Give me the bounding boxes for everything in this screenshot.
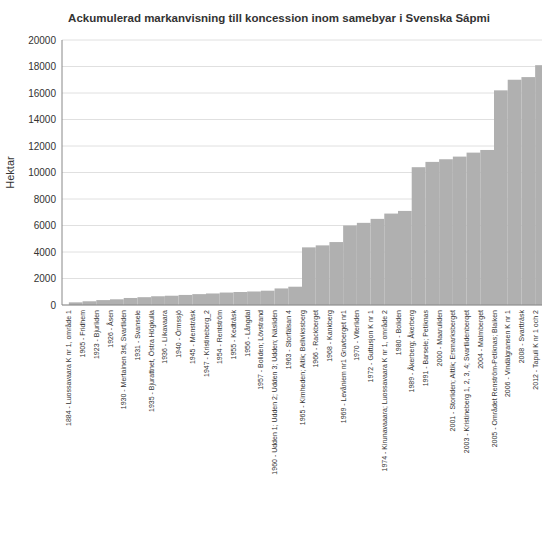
step-area: [96, 300, 110, 305]
y-axis: [62, 40, 63, 305]
step-area: [371, 219, 385, 305]
x-tick-label: 1970 - Viterliden: [353, 310, 360, 361]
x-tick-label: 1930 - Mertainen 3st, Svartliden: [120, 310, 127, 409]
x-tick-label: 2005 - Området Renström-Petiknas; Blaike…: [491, 310, 498, 447]
x-tick-label: 1989 - Åkerberg; Åkerberg: [407, 310, 416, 393]
x-tick-label: 1968 - Kankberg: [326, 310, 334, 362]
step-area: [398, 211, 412, 305]
x-tick-label: 2006 - Vindälgransen K nr 1: [504, 310, 512, 397]
step-area: [179, 295, 193, 305]
y-tick-label: 10000: [28, 167, 56, 178]
y-tick-label: 20000: [28, 35, 56, 46]
y-tick-label: 4000: [34, 247, 57, 258]
grid-line: [62, 119, 542, 120]
x-tick-label: 1940 - Örmssjö: [175, 310, 183, 358]
step-area: [494, 90, 508, 305]
x-tick-label: 1966 - Rackberget: [312, 310, 320, 368]
step-area: [165, 296, 179, 305]
step-area: [535, 65, 542, 305]
x-tick-label: 1956 - Långdal: [244, 310, 252, 357]
step-area: [343, 226, 357, 306]
step-area: [247, 291, 261, 305]
x-tick-label: 1926 - Åsen: [106, 310, 114, 348]
x-tick-label: 1969 - Levåniem nr1 Gruvberget nr1: [340, 310, 348, 423]
step-area: [412, 167, 426, 305]
grid-line: [62, 146, 542, 147]
step-area: [261, 291, 275, 305]
step-area: [480, 150, 494, 305]
chart: 0 2000 4000 6000 8000 10000 12000 14000 16000 180…: [0, 0, 558, 555]
x-tick-label: 1965 - Kimheden; Aitik; Bellvikssberg: [299, 310, 307, 425]
x-tick-label: 2000 - Maaruliden: [436, 310, 443, 367]
y-tick-label: 16000: [28, 88, 56, 99]
x-tick-label: 1954 - Rentström: [216, 310, 223, 364]
step-area: [316, 245, 330, 305]
y-axis-label: Hektar: [4, 156, 16, 189]
y-tick-label: 8000: [34, 194, 57, 205]
step-area: [124, 298, 138, 305]
x-tick-label: 1931 - Svansele: [134, 310, 141, 361]
y-tick-label: 2000: [34, 273, 57, 284]
step-area: [233, 292, 247, 305]
x-tick-label: 1955 - Kedträsk: [230, 310, 237, 360]
grid-line: [62, 40, 542, 41]
step-area: [453, 157, 467, 305]
grid-line: [62, 305, 542, 306]
x-tick-label: 1936 - Liikavaara: [161, 310, 168, 364]
x-tick-label: 2008 - Svartträsk: [518, 310, 525, 364]
x-tick-label: 2012 - Tapuli K nr 1 och 2: [532, 310, 540, 390]
x-tick-label: 1905 - Fridhem: [79, 310, 86, 358]
step-area: [329, 242, 343, 305]
step-area: [467, 153, 481, 305]
x-tick-label: 1972 - Guttusjon K nr 1: [367, 310, 375, 382]
step-area: [220, 293, 234, 305]
x-tick-label: 1963 - Storfälsan 4: [285, 310, 292, 369]
x-tick-label: 1957 - Boliden; Lövstrand: [257, 310, 264, 390]
grid-line: [62, 93, 542, 94]
x-tick-label: 2003 - Kristineberg 1, 2, 3, 4; Svartlid…: [463, 310, 471, 453]
x-tick-label: 1991 - Barsele; Petiknas: [422, 310, 429, 387]
step-area: [206, 293, 220, 305]
x-tick-label: 1980 - Boliden: [395, 310, 402, 355]
step-area: [302, 247, 316, 305]
x-tick-label: 1923 - Bjurliden: [93, 310, 101, 359]
step-area: [192, 294, 206, 305]
grid: [62, 40, 542, 305]
x-tick-label: 1947 - Kristineberg_2: [203, 310, 211, 377]
step-area: [137, 297, 151, 305]
step-area: [508, 80, 522, 305]
y-tick-label: 0: [50, 300, 56, 311]
x-tick-label: 1960 - Udden 1; Udden 2; Udden 3; Udden;…: [271, 310, 278, 475]
step-area: [425, 162, 439, 305]
step-area: [521, 77, 535, 305]
x-tick-label: 1974 - Kirunavaaara; Luossavaara K nr 1,…: [381, 310, 388, 472]
x-tick-label: 2001 - Storliden; Aittik; Ersmarksberget: [449, 310, 457, 431]
y-tick-label: 6000: [34, 220, 57, 231]
y-tick-label: 12000: [28, 141, 56, 152]
y-tick-label: 18000: [28, 61, 56, 72]
grid-line: [62, 66, 542, 67]
step-area: [384, 214, 398, 305]
title: Ackumulerad markanvisning till koncessio…: [68, 12, 490, 24]
y-tick-label: 14000: [28, 114, 56, 125]
step-area: [275, 288, 289, 305]
x-tick-label: 1945 - Mensträsk: [189, 310, 196, 365]
x-axis: [62, 305, 542, 306]
x-tick-label: 1935 - Bjurattnet, Östra Högkulla: [148, 310, 156, 412]
x-tick-label: 1884 - Luossavaara K nr 1, område 1: [65, 310, 72, 426]
plot-area: [69, 65, 542, 305]
x-tick-label: 2004 - Malmberget: [477, 310, 485, 369]
step-area: [83, 301, 97, 305]
step-area: [151, 296, 165, 305]
step-area: [110, 299, 124, 305]
step-area: [357, 223, 371, 305]
step-area: [439, 159, 453, 305]
step-area: [288, 287, 302, 305]
